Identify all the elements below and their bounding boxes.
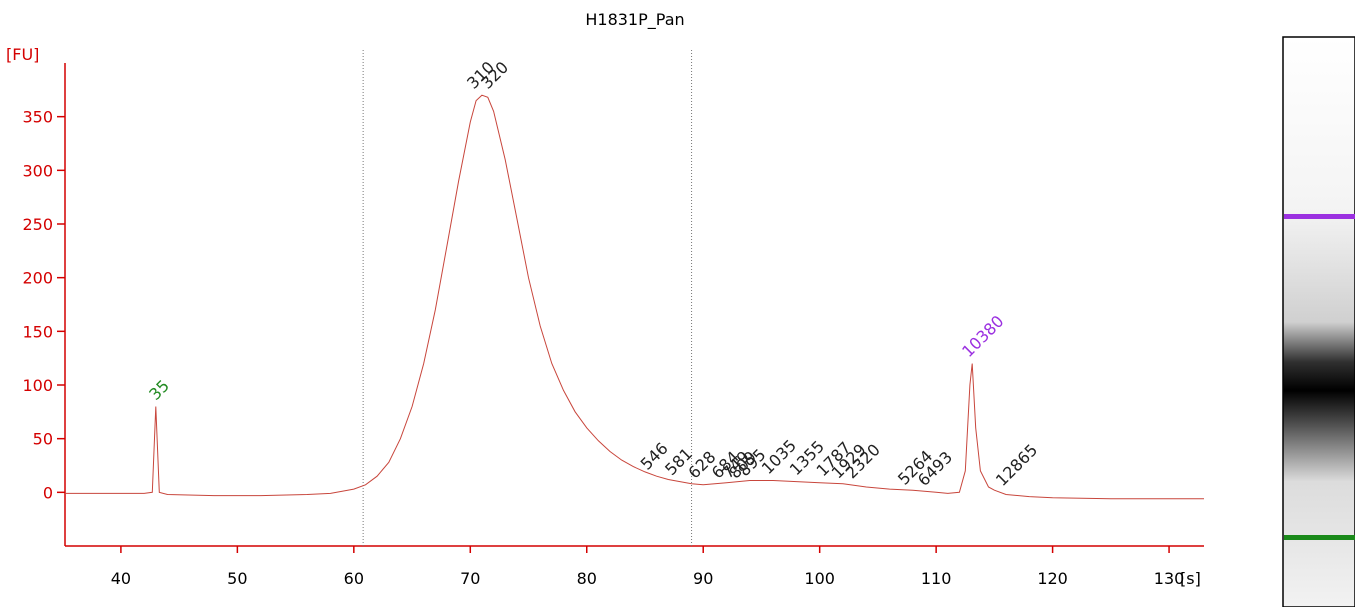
x-tick-label: 60 (344, 569, 364, 588)
x-tick-label: 70 (460, 569, 480, 588)
y-tick-label: 300 (22, 161, 53, 180)
y-tick-label: 250 (22, 215, 53, 234)
y-tick-label: 100 (22, 376, 53, 395)
x-tick-label: 90 (693, 569, 713, 588)
x-tick-label: 130 (1154, 569, 1185, 588)
peak-label: 35 (145, 376, 173, 404)
y-axis-label: [FU] (6, 45, 39, 64)
y-tick-label: 350 (22, 108, 53, 127)
x-axis-label: [s] (1180, 569, 1201, 588)
plot: [FU] [s] 0 50 100 150 200 250 300 350 40 50 60 70 80 90… (6, 45, 1204, 588)
x-tick-label: 50 (227, 569, 247, 588)
gel-lane (1282, 36, 1355, 608)
x-tick-label: 80 (577, 569, 597, 588)
x-tick-label: 120 (1037, 569, 1068, 588)
trace-line (65, 94, 1204, 500)
x-tick-label: 110 (921, 569, 952, 588)
y-tick-label: 200 (22, 269, 53, 288)
peak-label: 12865 (992, 440, 1041, 489)
peak-label: 10380 (958, 312, 1007, 361)
y-tick-label: 50 (33, 430, 53, 449)
y-tick-label: 0 (43, 483, 53, 502)
x-tick-label: 40 (111, 569, 131, 588)
x-tick-label: 100 (804, 569, 835, 588)
y-tick-label: 150 (22, 322, 53, 341)
chart-title: H1831P_Pan (585, 10, 684, 30)
